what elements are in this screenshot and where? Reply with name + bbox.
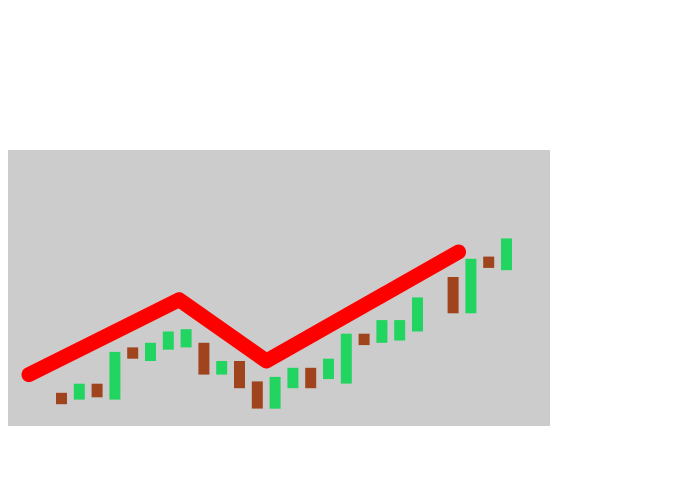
candle-1-down [56,392,67,405]
candle-25-down [483,256,495,268]
candle-13-up [269,376,281,409]
candle-21-up [412,297,423,332]
candle-15-down [305,367,317,389]
candle-10-up [216,361,228,375]
candle-26-up [501,238,512,271]
candle-20-up [394,320,406,341]
candle-8-up [180,329,192,348]
candle-3-down [91,383,103,398]
candle-18-down [358,333,370,346]
candle-14-up [287,367,299,389]
candle-12-down [251,381,263,409]
candle-11-down [234,361,245,389]
candle-7-up [162,331,174,350]
candle-5-down [127,347,139,359]
candle-24-up [465,258,477,314]
candle-6-up [145,342,156,361]
candle-19-up [376,320,388,343]
candles-group [56,238,512,409]
candle-16-up [323,358,334,380]
candle-9-down [198,342,210,375]
candle-4-up [109,351,121,400]
trend-line [21,244,466,383]
candle-23-down [447,277,459,314]
candle-17-up [340,333,352,384]
candle-2-up [73,383,85,400]
